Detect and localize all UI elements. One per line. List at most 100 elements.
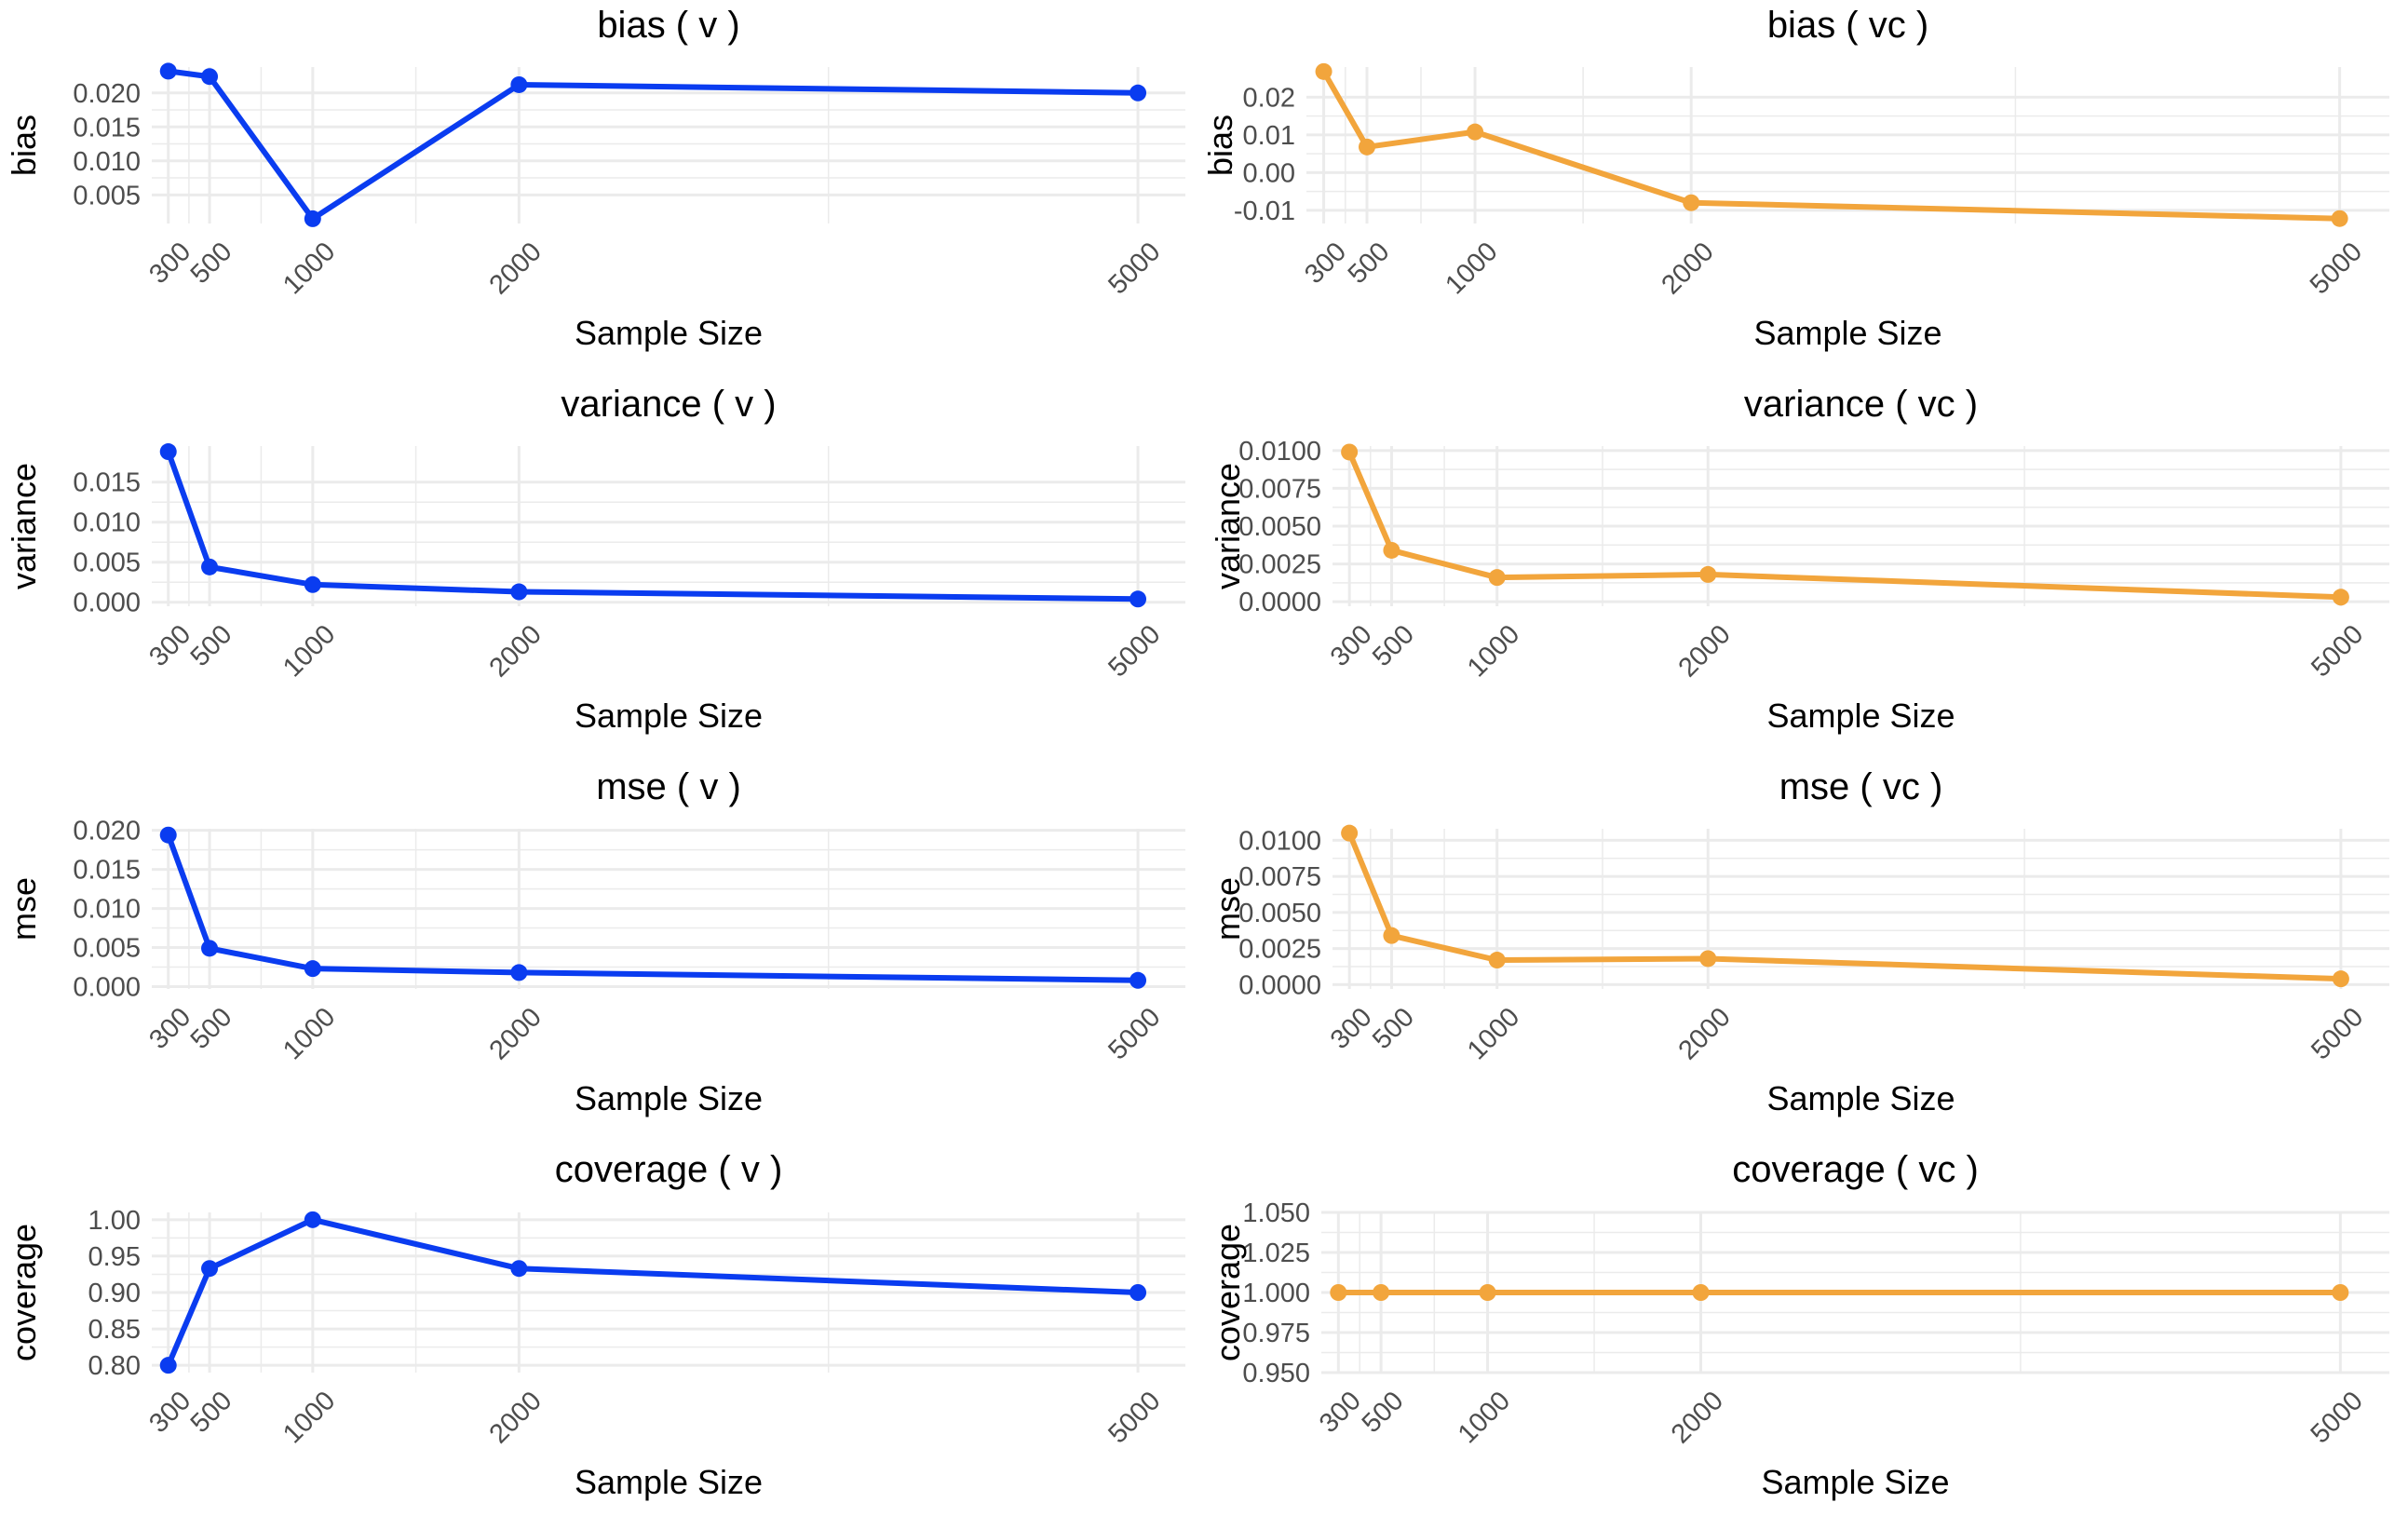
y-tick-label: 0.0050 (1238, 512, 1321, 542)
data-point (1488, 952, 1506, 969)
data-point (304, 210, 321, 227)
y-tick-label: 0.0025 (1238, 550, 1321, 580)
chart-title: variance ( vc ) (1744, 384, 1978, 425)
panel-coverage-vc: coverage ( vc ) 0.950 0.975 1.000 1.025 1.050… (1209, 1149, 2389, 1501)
x-tick-label: 5000 (2306, 1386, 2369, 1449)
panel-variance-v: variance ( v )0.0000.0050.0100.015300500… (5, 384, 1185, 735)
data-point (201, 1260, 219, 1278)
x-tick-label: 500 (185, 619, 238, 672)
x-axis-label: Sample Size (575, 1463, 763, 1501)
y-tick-label: 0.015 (73, 113, 141, 142)
data-point (1479, 1284, 1496, 1301)
y-tick-label: 1.025 (1242, 1239, 1310, 1268)
y-tick-label: 0.000 (73, 972, 141, 1002)
chart-title: coverage ( v ) (555, 1149, 783, 1190)
data-point (159, 1357, 177, 1374)
chart-title: bias ( vc ) (1767, 5, 1928, 46)
x-tick-label: 300 (1325, 1002, 1378, 1055)
y-tick-label: 0.015 (73, 468, 141, 498)
x-tick-label: 1000 (1462, 619, 1525, 683)
x-tick-label: 1000 (277, 1002, 341, 1065)
data-point (2332, 589, 2349, 606)
panel-variance-vc: variance ( vc ) 0.0000 0.0025 0.0050 0.0075 0… (1209, 384, 2389, 735)
data-point (1699, 565, 1717, 583)
data-point (1315, 62, 1333, 80)
y-axis-label: mse (5, 877, 43, 941)
y-tick-label: 0.80 (88, 1351, 141, 1381)
y-tick-label: 0.01 (1243, 121, 1295, 151)
x-tick-label: 1000 (1453, 1386, 1516, 1449)
x-tick-label: 500 (185, 1002, 238, 1055)
data-point (201, 558, 219, 575)
y-tick-label: 0.005 (73, 548, 141, 578)
data-point (304, 575, 321, 593)
y-tick-label: 0.85 (88, 1315, 141, 1345)
y-tick-label: 0.950 (1242, 1359, 1310, 1388)
x-tick-label: 2000 (484, 237, 548, 300)
chart-title: mse ( v ) (596, 766, 741, 807)
x-tick-label: 300 (143, 1002, 196, 1055)
x-axis-label: Sample Size (575, 697, 763, 735)
chart-title: bias ( v ) (597, 5, 739, 46)
x-axis-label: Sample Size (1766, 697, 1955, 735)
data-point (1467, 123, 1484, 141)
data-point (1383, 541, 1400, 559)
data-point (510, 583, 528, 601)
y-axis-label: mse (1209, 877, 1247, 941)
x-tick-label: 500 (185, 1386, 238, 1439)
x-tick-label: 500 (1343, 237, 1396, 290)
data-point (2332, 1284, 2349, 1301)
y-tick-label: 0.010 (73, 147, 141, 177)
x-tick-label: 5000 (2306, 1002, 2369, 1065)
data-point (304, 1211, 321, 1228)
x-tick-label: 2000 (1666, 1386, 1729, 1449)
x-tick-label: 1000 (277, 237, 341, 300)
x-tick-label: 500 (1367, 1002, 1420, 1055)
y-tick-label: 0.0000 (1238, 970, 1321, 1000)
y-axis-label: variance (5, 463, 43, 589)
data-point (1341, 443, 1359, 461)
y-tick-label: 0.00 (1243, 158, 1295, 188)
x-tick-label: 2000 (484, 619, 548, 683)
data-point (1692, 1284, 1710, 1301)
data-point (1130, 590, 1147, 608)
x-axis-label: Sample Size (575, 314, 763, 352)
data-point (1130, 971, 1147, 989)
data-point (201, 68, 219, 86)
x-tick-label: 300 (143, 237, 196, 290)
data-point (1699, 950, 1717, 968)
y-tick-label: 0.0050 (1238, 899, 1321, 928)
y-tick-label: 0.0100 (1238, 437, 1321, 467)
x-tick-label: 5000 (2305, 237, 2368, 300)
data-point (1383, 927, 1400, 944)
y-axis-label: bias (1204, 115, 1239, 176)
y-tick-label: 0.02 (1243, 83, 1295, 113)
x-tick-label: 5000 (1103, 1386, 1166, 1449)
x-tick-label: 5000 (1103, 237, 1166, 300)
data-point (201, 940, 219, 957)
data-point (1341, 824, 1359, 842)
x-tick-label: 5000 (1103, 619, 1166, 683)
data-point (2331, 210, 2348, 227)
x-axis-label: Sample Size (1766, 1079, 1955, 1117)
y-axis-label: coverage (1209, 1224, 1247, 1361)
x-tick-label: 5000 (2306, 619, 2369, 683)
chart-title: coverage ( vc ) (1732, 1149, 1979, 1190)
x-tick-label: 2000 (1673, 1002, 1737, 1065)
x-tick-label: 2000 (484, 1386, 548, 1449)
y-tick-label: 1.00 (88, 1206, 141, 1236)
chart-title: mse ( vc ) (1779, 766, 1943, 807)
data-point (1130, 1284, 1147, 1301)
y-axis-label: variance (1209, 463, 1247, 589)
x-tick-label: 300 (1299, 237, 1352, 290)
data-point (2332, 970, 2349, 988)
x-tick-label: 2000 (1673, 619, 1737, 683)
x-tick-label: 300 (143, 619, 196, 672)
y-tick-label: 0.010 (73, 508, 141, 538)
y-tick-label: 0.000 (73, 589, 141, 618)
x-axis-label: Sample Size (1753, 314, 1941, 352)
data-point (159, 826, 177, 844)
y-tick-label: 1.000 (1242, 1279, 1310, 1308)
x-tick-label: 300 (1325, 619, 1378, 672)
